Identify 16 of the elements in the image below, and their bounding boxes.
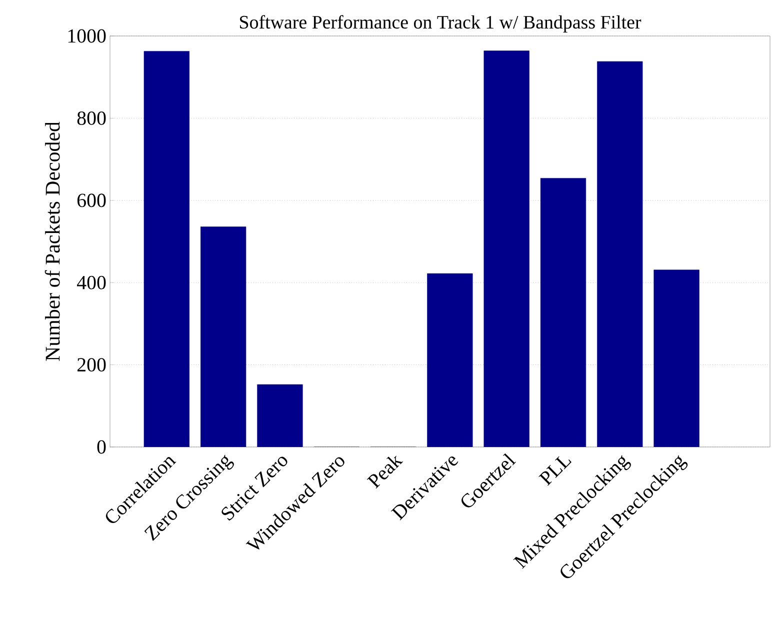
y-tick-label: 400 xyxy=(76,276,106,290)
y-tick-label: 800 xyxy=(77,111,106,125)
y-axis-title: Number of Packets Decoded xyxy=(44,122,60,361)
bar xyxy=(427,273,473,447)
y-tick-label: 0 xyxy=(97,440,106,454)
chart-title: Software Performance on Track 1 w/ Bandpass Filter xyxy=(240,15,642,32)
y-tick-label: 600 xyxy=(77,194,106,208)
bar xyxy=(484,50,530,447)
y-tick-label: 1000 xyxy=(68,29,106,43)
bar xyxy=(144,51,190,447)
bar xyxy=(540,178,586,447)
bar xyxy=(597,61,643,447)
bar xyxy=(257,384,303,447)
bar xyxy=(200,226,246,447)
y-tick-label: 200 xyxy=(77,358,106,372)
bar xyxy=(654,270,700,447)
